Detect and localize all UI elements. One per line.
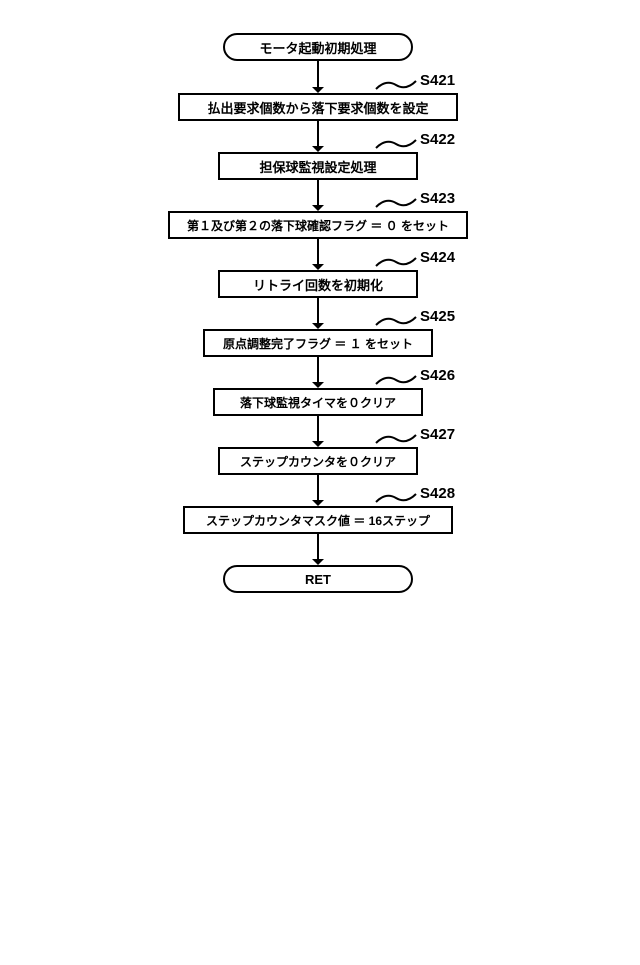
label-connector-s423 bbox=[372, 193, 422, 213]
arrow-6 bbox=[308, 416, 328, 449]
node-s422: 担保球監視設定処理 bbox=[218, 152, 418, 180]
label-connector-s422 bbox=[372, 134, 422, 154]
node-text-ret: RET bbox=[305, 572, 331, 587]
node-text-s424: リトライ回数を初期化 bbox=[253, 275, 383, 294]
node-ret: RET bbox=[223, 565, 413, 593]
node-s425: 原点調整完了フラグ ＝ １ をセット bbox=[203, 329, 433, 357]
step-label-s422: S422 bbox=[420, 131, 455, 148]
node-text-s425: 原点調整完了フラグ ＝ １ をセット bbox=[223, 335, 413, 352]
node-s424: リトライ回数を初期化 bbox=[218, 270, 418, 298]
arrow-4 bbox=[308, 298, 328, 331]
node-text-s428: ステップカウンタマスク値 ＝ 16ステップ bbox=[206, 512, 430, 529]
arrow-2 bbox=[308, 180, 328, 213]
node-s427: ステップカウンタを０クリア bbox=[218, 447, 418, 475]
label-connector-s424 bbox=[372, 252, 422, 272]
label-connector-s426 bbox=[372, 370, 422, 390]
node-text-s422: 担保球監視設定処理 bbox=[259, 157, 376, 176]
node-text-s427: ステップカウンタを０クリア bbox=[240, 453, 396, 470]
node-text-start: モータ起動初期処理 bbox=[259, 38, 376, 57]
arrow-5 bbox=[308, 357, 328, 390]
flowchart-canvas: モータ起動初期処理払出要求個数から落下要求個数を設定 S421 担保球監視設定処理 S… bbox=[0, 0, 640, 965]
step-label-s425: S425 bbox=[420, 308, 455, 325]
label-connector-s421 bbox=[372, 75, 422, 95]
node-text-s421: 払出要求個数から落下要求個数を設定 bbox=[207, 98, 428, 117]
label-connector-s427 bbox=[372, 429, 422, 449]
node-s421: 払出要求個数から落下要求個数を設定 bbox=[178, 93, 458, 121]
arrow-0 bbox=[308, 61, 328, 95]
step-label-s423: S423 bbox=[420, 190, 455, 207]
step-label-s427: S427 bbox=[420, 426, 455, 443]
arrow-8 bbox=[308, 534, 328, 567]
node-start: モータ起動初期処理 bbox=[223, 33, 413, 61]
node-s426: 落下球監視タイマを０クリア bbox=[213, 388, 423, 416]
step-label-s426: S426 bbox=[420, 367, 455, 384]
step-label-s421: S421 bbox=[420, 72, 455, 89]
arrow-3 bbox=[308, 239, 328, 272]
label-connector-s425 bbox=[372, 311, 422, 331]
step-label-s424: S424 bbox=[420, 249, 455, 266]
node-text-s426: 落下球監視タイマを０クリア bbox=[240, 394, 396, 411]
arrow-7 bbox=[308, 475, 328, 508]
node-s423: 第１及び第２の落下球確認フラグ ＝ ０ をセット bbox=[168, 211, 468, 239]
step-label-s428: S428 bbox=[420, 485, 455, 502]
node-s428: ステップカウンタマスク値 ＝ 16ステップ bbox=[183, 506, 453, 534]
arrow-1 bbox=[308, 121, 328, 154]
node-text-s423: 第１及び第２の落下球確認フラグ ＝ ０ をセット bbox=[187, 217, 449, 234]
label-connector-s428 bbox=[372, 488, 422, 508]
